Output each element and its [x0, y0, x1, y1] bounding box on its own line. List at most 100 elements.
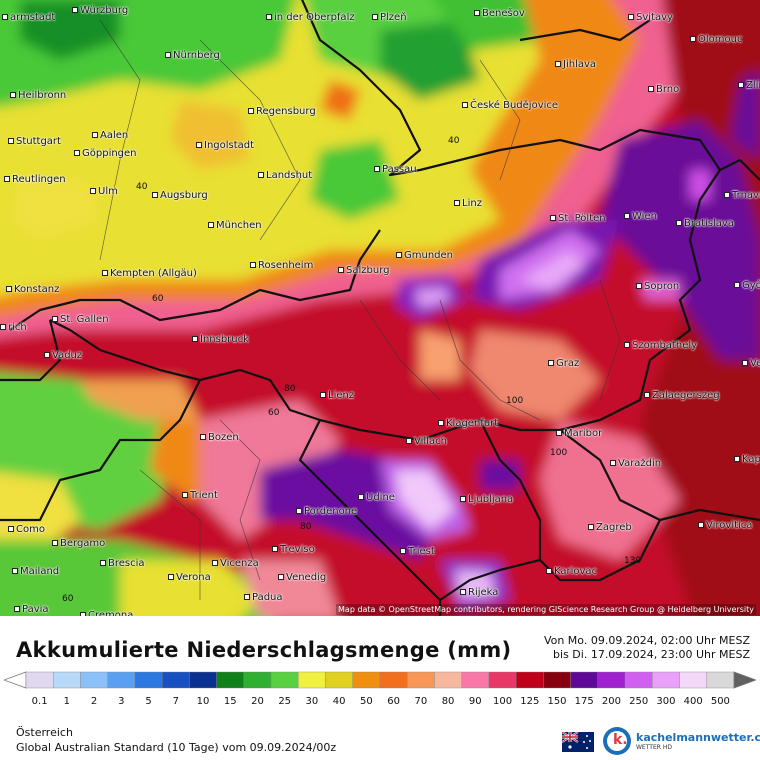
city-marker-icon [296, 508, 302, 514]
city-name: Pavia [22, 604, 49, 615]
city-label: Mailand [12, 566, 59, 577]
color-scale-cell [107, 671, 136, 689]
city-label: Jihlava [555, 59, 596, 70]
brand-name[interactable]: kachelmannwetter.com [636, 731, 760, 744]
color-scale-cell [53, 671, 81, 689]
precipitation-map[interactable]: armstadt Würzburg in der Oberpfalz Plzeň Ben… [0, 0, 760, 616]
city-label: Innsbruck [192, 334, 249, 345]
city-marker-icon [72, 7, 78, 13]
city-label: St. Gallen [52, 314, 109, 325]
color-scale-cell [407, 671, 435, 689]
city-marker-icon [698, 522, 704, 528]
city-name: Mailand [20, 566, 60, 577]
contour-label: 60 [62, 594, 74, 604]
kachelmann-logo-icon[interactable]: k. [603, 727, 631, 755]
city-marker-icon [196, 142, 202, 148]
city-label: Nürnberg [165, 50, 220, 61]
city-name: Trnava [732, 190, 760, 201]
city-name: Maribor [564, 428, 603, 439]
city-marker-icon [454, 200, 460, 206]
city-name: Benešov [482, 8, 525, 19]
city-marker-icon [182, 492, 188, 498]
city-label: Villach [406, 436, 447, 447]
color-scale-cell [379, 671, 408, 689]
city-marker-icon [546, 568, 552, 574]
city-label: Würzburg [72, 5, 128, 16]
city-label: Rijeka [460, 587, 498, 598]
date-to: bis Di. 17.09.2024, 23:00 Uhr MESZ [553, 648, 750, 661]
city-label: Olomouc [690, 34, 742, 45]
city-label: Ulm [90, 186, 118, 197]
city-marker-icon [550, 215, 556, 221]
city-marker-icon [8, 138, 14, 144]
city-marker-icon [374, 166, 380, 172]
city-label: armstadt [2, 12, 55, 23]
city-name: St. Pölten [558, 213, 606, 224]
city-name: Zlín [746, 80, 760, 91]
city-label: Rosenheim [250, 260, 313, 271]
color-scale-cell [161, 671, 190, 689]
city-marker-icon [338, 267, 344, 273]
color-scale-cell [461, 671, 490, 689]
contour-label: 100 [506, 396, 524, 406]
color-scale-cell [543, 671, 571, 689]
color-scale-label: 3 [118, 696, 125, 707]
city-name: České Budějovice [470, 100, 559, 111]
city-label: Pavia [14, 604, 49, 615]
color-scale-cell [80, 671, 108, 689]
city-name: Nürnberg [173, 50, 220, 61]
contour-label: 60 [268, 408, 280, 418]
city-name: Heilbronn [18, 90, 67, 101]
city-marker-icon [250, 262, 256, 268]
city-label: Landshut [258, 170, 312, 181]
city-marker-icon [438, 420, 444, 426]
city-name: Kapo [742, 454, 760, 465]
city-label: Göppingen [74, 148, 137, 159]
city-label: Sopron [636, 281, 679, 292]
city-label: Graz [548, 358, 579, 369]
color-scale-label: 500 [710, 696, 730, 707]
city-marker-icon [258, 172, 264, 178]
city-name: Zalaegerszeg [652, 390, 720, 401]
city-label: Benešov [474, 8, 525, 19]
city-name: Bergamo [60, 538, 106, 549]
city-label: Zagreb [588, 522, 632, 533]
city-label: Plzeň [372, 12, 407, 23]
city-label: Ves [742, 358, 760, 369]
australia-flag-icon [561, 731, 594, 752]
city-name: rich [8, 322, 27, 333]
city-label: Venedig [278, 572, 326, 583]
color-scale-cell [652, 671, 680, 689]
city-marker-icon [372, 14, 378, 20]
city-marker-icon [8, 526, 14, 532]
city-marker-icon [165, 52, 171, 58]
color-scale-bar [4, 671, 756, 689]
city-marker-icon [208, 222, 214, 228]
city-marker-icon [248, 108, 254, 114]
city-label: Triest [400, 546, 435, 557]
city-marker-icon [644, 392, 650, 398]
color-scale-label: 20 [251, 696, 264, 707]
city-marker-icon [100, 560, 106, 566]
color-scale-label: 70 [414, 696, 428, 707]
city-marker-icon [152, 192, 158, 198]
city-marker-icon [272, 546, 278, 552]
color-scale-cell [325, 671, 353, 689]
color-scale-cell [488, 671, 517, 689]
map-attribution[interactable]: Map data © OpenStreetMap contributors, r… [336, 604, 756, 615]
city-name: Aalen [100, 130, 129, 141]
city-name: Jihlava [563, 59, 597, 70]
city-name: Triest [408, 546, 435, 557]
city-label: Bratislava [676, 218, 734, 229]
map-title: Akkumulierte Niederschlagsmenge (mm) [16, 638, 512, 662]
city-label: Lienz [320, 390, 354, 401]
city-name: Ingolstadt [204, 140, 255, 151]
contour-label: 40 [448, 136, 460, 146]
color-scale-label: 7 [172, 696, 179, 707]
city-name: Pordenone [304, 506, 358, 517]
city-marker-icon [676, 220, 682, 226]
city-marker-icon [6, 286, 12, 292]
region-label: Österreich [16, 726, 73, 739]
city-name: Ves [750, 358, 760, 369]
city-label: Brescia [100, 558, 145, 569]
